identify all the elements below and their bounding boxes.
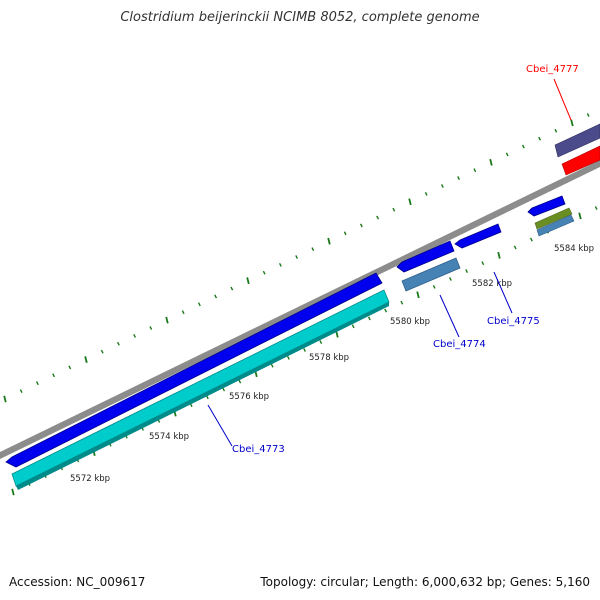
minor-tick bbox=[270, 363, 274, 368]
genome-backbone bbox=[0, 160, 600, 459]
minor-tick bbox=[554, 128, 558, 133]
major-tick bbox=[497, 251, 501, 259]
cds-feature-cyan-long[interactable] bbox=[11, 289, 390, 487]
major-tick bbox=[246, 277, 250, 285]
gene-callouts: Cbei_4773 Cbei_4774 Cbei_4775 Cbei_4777 bbox=[207, 64, 579, 455]
major-tick bbox=[578, 212, 582, 220]
major-tick bbox=[489, 158, 493, 166]
minor-tick bbox=[295, 255, 299, 259]
genome-summary-label: Topology: circular; Length: 6,000,632 bp… bbox=[260, 575, 590, 589]
gene-label-cbei_4774[interactable]: Cbei_4774 bbox=[433, 339, 486, 350]
minor-tick bbox=[465, 269, 469, 274]
minor-tick bbox=[448, 277, 452, 281]
major-tick bbox=[327, 237, 331, 245]
cds-feature-forward-long[interactable] bbox=[5, 272, 383, 468]
minor-tick bbox=[538, 136, 542, 141]
minor-tick bbox=[457, 176, 461, 181]
minor-tick bbox=[286, 355, 290, 360]
minor-tick bbox=[303, 348, 307, 352]
gene-label-cbei_4775[interactable]: Cbei_4775 bbox=[487, 316, 540, 327]
cds-feature-4774-a[interactable] bbox=[396, 240, 455, 273]
lower-tick-track bbox=[11, 206, 598, 496]
tick-label: 5572 kbp bbox=[70, 474, 110, 484]
minor-tick bbox=[594, 206, 598, 210]
cds-feature-4775[interactable] bbox=[454, 223, 502, 249]
minor-tick bbox=[52, 373, 56, 378]
map-title: Clostridium beijerinckii NCIMB 8052, com… bbox=[120, 10, 480, 25]
feature-olive[interactable] bbox=[534, 207, 573, 230]
feature-steelblue[interactable] bbox=[536, 214, 575, 237]
minor-tick bbox=[392, 207, 396, 212]
tick-labels: 5572 kbp 5574 kbp 5576 kbp 5578 kbp 5580 kbp… bbox=[70, 244, 594, 484]
minor-tick bbox=[197, 302, 201, 307]
minor-tick bbox=[432, 284, 436, 289]
upper-tick-track bbox=[3, 113, 590, 403]
major-tick bbox=[11, 488, 15, 496]
major-tick bbox=[408, 198, 412, 206]
tick-label: 5576 kbp bbox=[229, 392, 269, 402]
minor-tick bbox=[116, 341, 120, 346]
major-tick bbox=[570, 119, 574, 127]
major-tick bbox=[84, 356, 88, 363]
major-tick bbox=[3, 395, 7, 403]
minor-tick bbox=[424, 191, 428, 196]
gene-label-cbei_4773[interactable]: Cbei_4773 bbox=[232, 444, 285, 455]
minor-tick bbox=[311, 247, 315, 252]
minor-tick bbox=[319, 340, 323, 345]
minor-tick bbox=[586, 113, 590, 117]
minor-tick bbox=[35, 381, 39, 386]
minor-tick bbox=[19, 389, 23, 394]
minor-tick bbox=[521, 144, 525, 149]
minor-tick bbox=[529, 237, 533, 242]
gene-label-cbei_4777[interactable]: Cbei_4777 bbox=[526, 64, 579, 75]
minor-tick bbox=[262, 270, 266, 275]
gene-callout-leader bbox=[493, 271, 513, 314]
minor-tick bbox=[351, 324, 355, 329]
minor-tick bbox=[238, 379, 242, 384]
minor-tick bbox=[100, 349, 104, 354]
accession-label: Accession: NC_009617 bbox=[9, 575, 146, 589]
minor-tick bbox=[376, 215, 380, 220]
minor-tick bbox=[68, 365, 72, 370]
tick-label: 5582 kbp bbox=[472, 279, 512, 289]
minor-tick bbox=[149, 326, 153, 330]
tick-label: 5578 kbp bbox=[309, 353, 349, 363]
minor-tick bbox=[214, 294, 218, 299]
gene-callout-leader bbox=[207, 404, 233, 447]
minor-tick bbox=[181, 310, 185, 315]
major-tick bbox=[335, 330, 339, 338]
minor-tick bbox=[505, 152, 509, 157]
gene-callout-leader bbox=[439, 294, 460, 338]
cds-feature-5584[interactable] bbox=[527, 195, 566, 217]
tick-label: 5580 kbp bbox=[390, 317, 430, 327]
minor-tick bbox=[473, 168, 477, 173]
minor-tick bbox=[222, 387, 226, 392]
tick-label: 5584 kbp bbox=[554, 244, 594, 254]
minor-tick bbox=[343, 231, 347, 236]
minor-tick bbox=[440, 184, 444, 188]
minor-tick bbox=[481, 261, 485, 266]
minor-tick bbox=[513, 245, 517, 250]
cds-feature-cyan-shadow bbox=[16, 302, 389, 490]
minor-tick bbox=[230, 286, 234, 291]
major-tick bbox=[416, 291, 420, 299]
major-tick bbox=[165, 316, 169, 324]
minor-tick bbox=[367, 316, 371, 321]
minor-tick bbox=[359, 223, 363, 228]
minor-tick bbox=[133, 333, 137, 338]
minor-tick bbox=[400, 300, 404, 305]
minor-tick bbox=[384, 308, 388, 313]
tick-label: 5574 kbp bbox=[149, 432, 189, 442]
rna-feature-4774-b[interactable] bbox=[401, 257, 461, 292]
gene-callout-leader bbox=[553, 78, 572, 121]
feature-red[interactable] bbox=[561, 145, 600, 176]
minor-tick bbox=[278, 262, 282, 267]
feature-purple[interactable] bbox=[554, 123, 600, 158]
